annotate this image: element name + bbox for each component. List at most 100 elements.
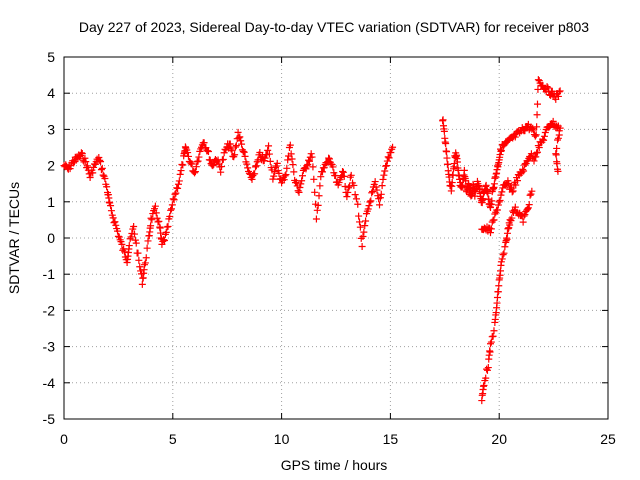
data-point [311,188,319,196]
data-point [503,235,511,243]
data-point [149,210,157,218]
data-point [135,256,143,264]
data-point [166,212,174,220]
data-point [544,84,552,92]
data-point [134,249,142,257]
y-tick-label: -4 [43,375,56,391]
data-point [171,190,179,198]
data-point [152,209,160,217]
data-point [310,175,318,183]
data-point [480,381,488,389]
data-point [443,154,451,162]
data-point [238,140,246,148]
data-point [552,151,560,159]
data-point [204,147,212,155]
data-point [107,207,115,215]
data-point [355,212,363,220]
data-point [264,146,272,154]
data-point [319,168,327,176]
data-point [131,230,139,238]
data-point [387,149,395,157]
data-point [153,214,161,222]
data-point [373,186,381,194]
x-axis-label: GPS time / hours [281,457,388,473]
data-point [513,177,521,185]
data-point [298,172,306,180]
data-marks [60,76,564,405]
data-point [302,165,310,173]
data-point [343,193,351,201]
data-point [232,142,240,150]
data-point [533,111,541,119]
data-point [192,163,200,171]
data-point [316,182,324,190]
data-point [382,162,390,170]
data-point [239,148,247,156]
data-point [501,243,509,251]
data-point [144,237,152,245]
data-point [167,205,175,213]
data-point [266,157,274,165]
data-point [281,172,289,180]
data-point [217,168,225,176]
data-point [357,234,365,242]
data-point [179,161,187,169]
data-point [494,288,502,296]
data-point [282,171,290,179]
grid [64,57,608,419]
data-point [314,201,322,209]
data-point [352,195,360,203]
data-point [228,147,236,155]
data-point [219,155,227,163]
data-point [506,216,514,224]
data-point [482,374,490,382]
data-point [520,167,528,175]
data-point [194,157,202,165]
data-point [488,197,496,205]
data-point [508,214,516,222]
data-point [101,174,109,182]
data-point [176,170,184,178]
data-point [498,188,506,196]
data-point [555,88,563,96]
data-point [269,175,277,183]
data-point [350,181,358,189]
data-point [82,158,90,166]
data-point [160,236,168,244]
data-point [161,236,169,244]
data-point [284,156,292,164]
data-point [489,332,497,340]
data-point [89,169,97,177]
data-point [325,155,333,163]
data-point [497,146,505,154]
data-point [505,180,513,188]
data-point [500,249,508,257]
data-point [356,218,364,226]
data-point [385,154,393,162]
data-point [533,149,541,157]
data-point [495,198,503,206]
chart-title: Day 227 of 2023, Sidereal Day-to-day VTE… [79,19,589,35]
data-point [295,188,303,196]
data-point [554,134,562,142]
data-point [497,191,505,199]
data-point [184,149,192,157]
data-point [519,166,527,174]
data-point [97,166,105,174]
data-point [453,158,461,166]
data-point [218,163,226,171]
data-point [273,159,281,167]
data-point [163,223,171,231]
data-point [297,180,305,188]
data-point [526,191,534,199]
data-point [384,153,392,161]
data-point [209,162,217,170]
data-point [188,160,196,168]
data-point [496,196,504,204]
data-point [531,132,539,140]
data-point [271,168,279,176]
y-tick-label: 2 [47,158,55,174]
data-point [204,147,212,155]
data-point [237,137,245,145]
data-point [292,178,300,186]
